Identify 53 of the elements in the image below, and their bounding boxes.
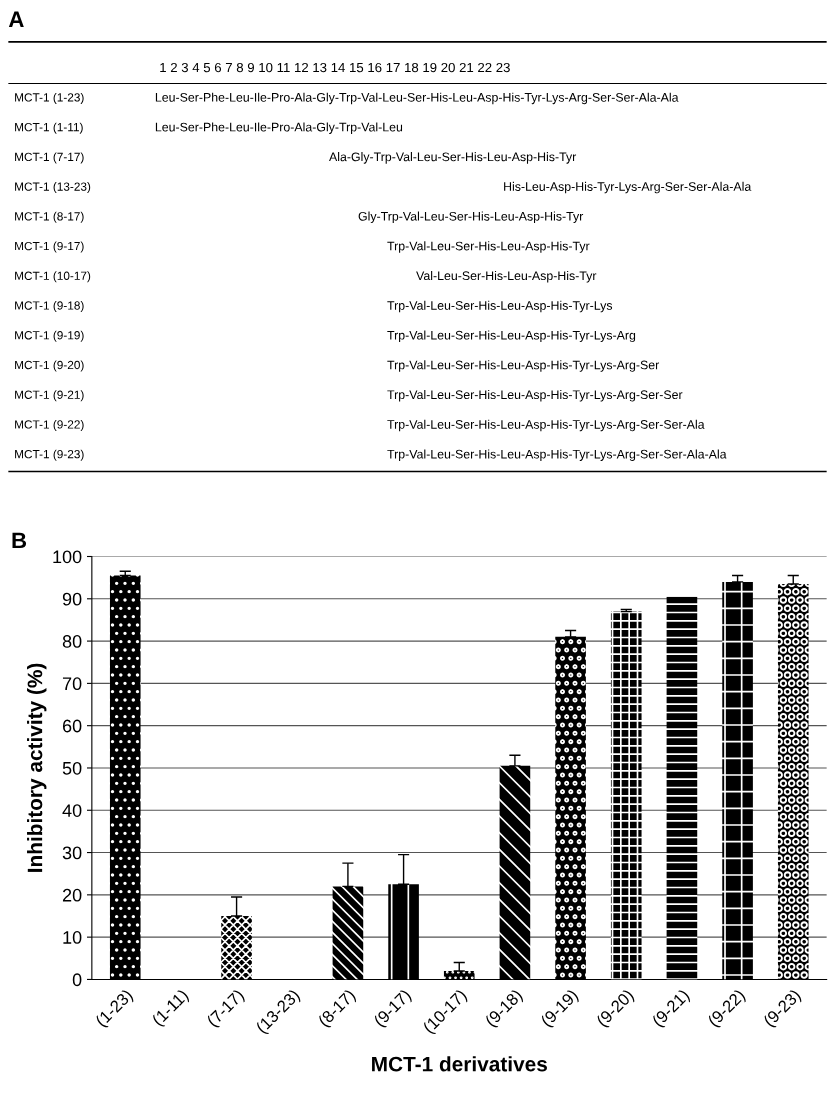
y-tick-label: 90 (62, 592, 82, 606)
category-label: MCT-1 (13-23) (15, 182, 91, 194)
y-tick-label: 70 (62, 677, 82, 691)
category-label: MCT-1 (8-17) (15, 211, 84, 223)
text: His-Leu-Asp-His-Tyr-Lys-Arg-Ser-Ser-Ala-Ala (504, 181, 752, 194)
x-axis-title: MCT-1 derivatives (372, 1056, 547, 1072)
y-tick-label: 100 (53, 550, 82, 564)
text: 1 2 3 4 5 6 7 8 9 10 11 12 13 14 15 16 17 18 19 20 21 22 23 (160, 62, 510, 73)
bar (221, 916, 252, 980)
text: Trp-Val-Leu-Ser-His-Leu-Asp-His-Tyr-Lys-Arg-Ser-Ser (387, 389, 683, 402)
text: Trp-Val-Leu-Ser-His-Leu-Asp-His-Tyr-Lys-Arg-Ser (387, 360, 660, 372)
y-tick-label: 50 (62, 761, 82, 775)
text: Ala-Gly-Trp-Val-Leu-Ser-His-Leu-Asp-His-Tyr (329, 152, 577, 164)
category-label: MCT-1 (9-17) (15, 241, 84, 253)
category-label: MCT-1 (1-11) (15, 122, 83, 134)
bar (109, 575, 141, 980)
text: Trp-Val-Leu-Ser-His-Leu-Asp-His-Tyr-Lys (387, 300, 613, 313)
category-label: MCT-1 (9-20) (15, 360, 84, 372)
bar (777, 583, 809, 980)
bar (332, 886, 364, 980)
y-tick-label: 30 (62, 846, 82, 860)
bar (388, 884, 419, 980)
category-label: MCT-1 (1-23) (15, 92, 84, 104)
y-tick-label: 60 (62, 719, 82, 733)
text: Trp-Val-Leu-Ser-His-Leu-Asp-His-Tyr (387, 241, 590, 253)
text: Leu-Ser-Phe-Leu-Ile-Pro-Ala-Gly-Trp-Val-Leu (155, 122, 403, 134)
category-label: MCT-1 (9-19) (15, 330, 84, 342)
text: Trp-Val-Leu-Ser-His-Leu-Asp-His-Tyr-Lys-Arg-Ser-Ser-Ala-Ala (387, 449, 727, 461)
text: Trp-Val-Leu-Ser-His-Leu-Asp-His-Tyr-Lys-Arg (387, 330, 636, 343)
y-tick-label: 40 (62, 804, 82, 817)
bar (722, 581, 753, 980)
category-label: MCT-1 (9-21) (15, 390, 84, 402)
text: Leu-Ser-Phe-Leu-Ile-Pro-Ala-Gly-Trp-Val-Leu-Ser-His-Leu-Asp-His-Tyr-Lys-Arg-Ser-Ser-Ala-Ala (155, 92, 679, 105)
chart-title: B (12, 532, 27, 549)
category-label: MCT-1 (9-23) (15, 449, 84, 461)
text: Gly-Trp-Val-Leu-Ser-His-Leu-Asp-His-Tyr (358, 211, 584, 224)
y-axis-title: Inhibitory activity (%) (27, 663, 47, 872)
category-label: MCT-1 (9-18) (15, 301, 84, 313)
bar (499, 765, 531, 980)
y-tick-label: 20 (62, 888, 82, 902)
text: A (8, 11, 24, 27)
y-tick-label: 0 (72, 973, 82, 987)
category-label: MCT-1 (9-22) (15, 419, 84, 431)
bar (666, 596, 698, 980)
y-tick-label: 80 (62, 635, 82, 648)
bar (555, 636, 586, 980)
text: Val-Leu-Ser-His-Leu-Asp-His-Tyr (416, 271, 597, 283)
bar (443, 970, 475, 980)
text: Trp-Val-Leu-Ser-His-Leu-Asp-His-Tyr-Lys-Arg-Ser-Ser-Ala (387, 419, 705, 432)
bar (610, 611, 642, 980)
category-label: MCT-1 (7-17) (15, 152, 84, 164)
category-label: MCT-1 (10-17) (15, 271, 91, 283)
y-tick-label: 10 (63, 931, 82, 944)
